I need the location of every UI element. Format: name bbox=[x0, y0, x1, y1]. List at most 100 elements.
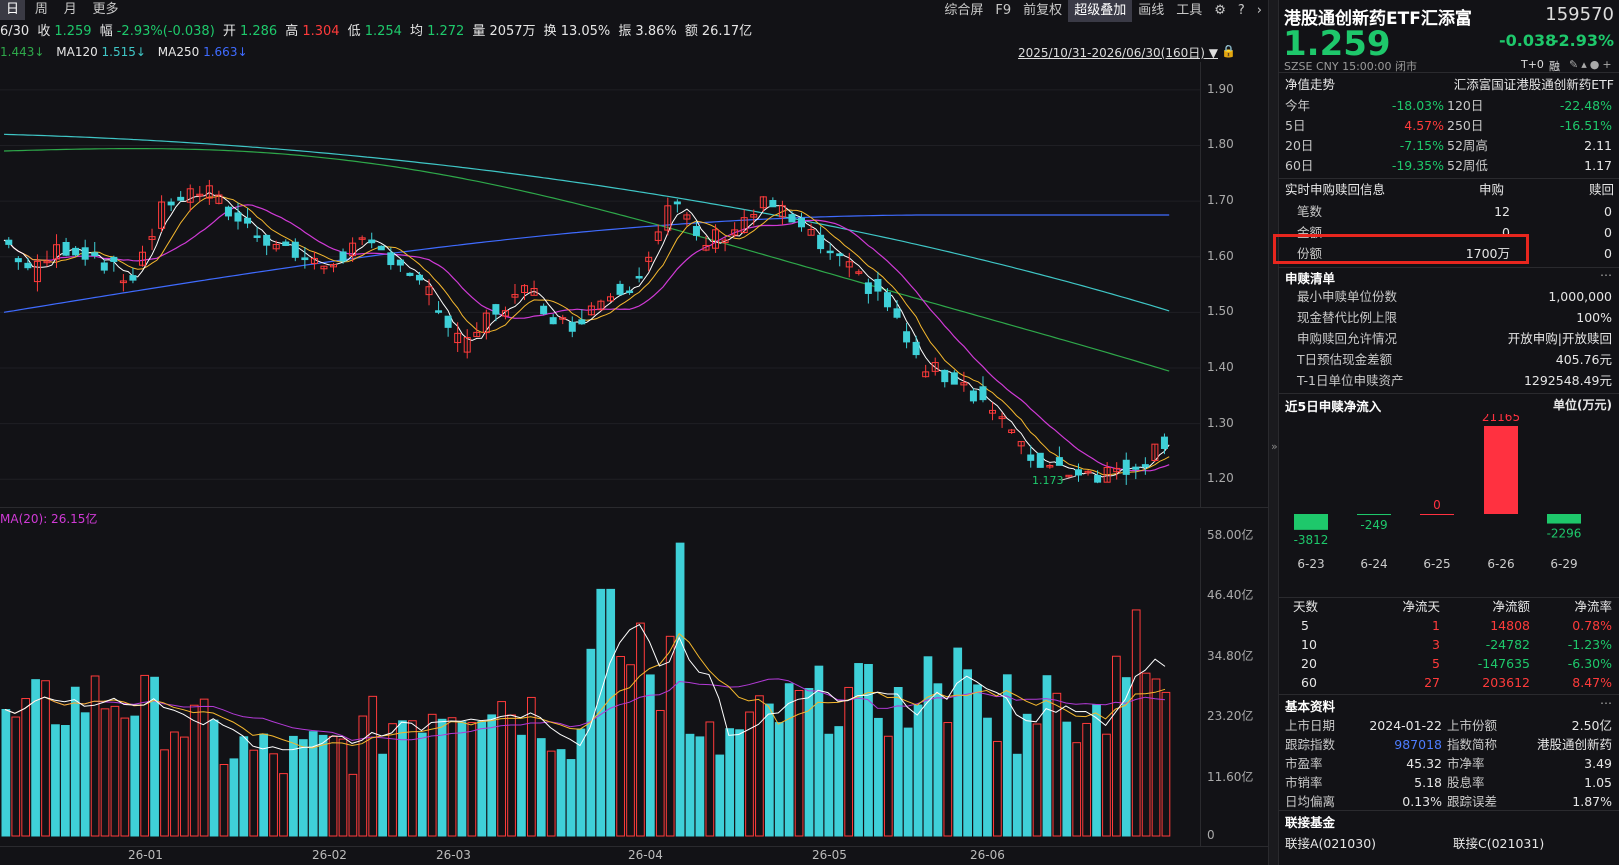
nav-period-value: 2.11 bbox=[1584, 138, 1612, 153]
flow-value-label: -249 bbox=[1360, 518, 1387, 532]
nav-period-value: -7.15% bbox=[1399, 138, 1444, 153]
ft-netrate: 8.47% bbox=[1572, 675, 1612, 690]
price-tick: 1.20 bbox=[1207, 471, 1234, 486]
basic-row: 跟踪指数 987018 指数简称 港股通创新药 bbox=[1279, 735, 1619, 754]
action-icons[interactable]: ✎▴●+ bbox=[1569, 58, 1615, 71]
draw-line-button[interactable]: 画线 bbox=[1138, 3, 1165, 18]
amp-value: 3.86% bbox=[635, 24, 677, 39]
more-icon[interactable]: ⋯ bbox=[1600, 268, 1612, 282]
flow-bar[interactable] bbox=[1294, 514, 1328, 530]
nav-index-name[interactable]: 汇添富国证港股通创新药ETF bbox=[1453, 77, 1614, 92]
fund-change: -0.038 bbox=[1499, 31, 1557, 50]
nav-period-label: 120日 bbox=[1447, 98, 1484, 113]
gear-icon[interactable]: ⚙ bbox=[1214, 3, 1226, 18]
nav-row: 今年 -18.03% 120日 -22.48% bbox=[1279, 95, 1619, 116]
ft-col-days: 天数 bbox=[1293, 599, 1319, 614]
lock-icon[interactable]: 🔒 bbox=[1221, 44, 1236, 58]
volume-axis: 58.00亿 46.40亿 34.80亿 23.20亿 11.60亿 0 bbox=[1200, 528, 1269, 846]
nav-period-label: 52周低 bbox=[1447, 158, 1488, 173]
realtime-header: 实时申购赎回信息 申购 赎回 bbox=[1279, 179, 1619, 200]
chevron-right-icon[interactable]: › bbox=[1256, 3, 1262, 18]
linked-a[interactable]: 联接A(021030) bbox=[1285, 836, 1377, 851]
flow-table-row: 10 3 -24782 -1.23% bbox=[1279, 635, 1619, 654]
vol-label: 量 bbox=[472, 24, 486, 39]
subscribe-label: 申购赎回允许情况 bbox=[1297, 331, 1398, 346]
basic-row: 市销率 5.18 股息率 1.05 bbox=[1279, 773, 1619, 792]
basic-label: 市盈率 bbox=[1285, 756, 1323, 771]
subscribe-label: T日预估现金差额 bbox=[1297, 352, 1393, 367]
flow-unit: 单位(万元) bbox=[1553, 398, 1612, 412]
flow-chart[interactable]: -3812 6-23 -249 6-24 0 6-25 21165 6-26 -2296 6-29 bbox=[1279, 414, 1619, 604]
subscribe-row: 最小申赎单位份数 1,000,000 bbox=[1279, 286, 1619, 307]
ma250-label: MA250 bbox=[157, 45, 200, 59]
vol-ma-label: MA(20): 26.15亿 bbox=[0, 512, 98, 526]
turnover-label: 换 bbox=[543, 24, 557, 39]
nav-period-label: 20日 bbox=[1285, 138, 1314, 153]
price-tick: 1.40 bbox=[1207, 359, 1234, 374]
nav-period-label: 60日 bbox=[1285, 158, 1314, 173]
linked-c[interactable]: 联接C(021031) bbox=[1453, 836, 1545, 851]
subscribe-label: 最小申赎单位份数 bbox=[1297, 289, 1398, 304]
nav-period-label: 5日 bbox=[1285, 118, 1306, 133]
flow-day-label: 6-29 bbox=[1550, 557, 1577, 571]
basic-value: 2024-01-22 bbox=[1369, 718, 1442, 733]
flow-bar[interactable] bbox=[1484, 426, 1518, 514]
flow-value-label: -2296 bbox=[1547, 527, 1582, 541]
date-range-selector[interactable]: 2025/10/31-2026/06/30(160日) ▼ bbox=[1018, 46, 1218, 60]
collapse-icon[interactable]: » bbox=[1271, 440, 1278, 453]
amount-value: 26.17亿 bbox=[701, 24, 753, 39]
flow-value-label: 0 bbox=[1433, 498, 1441, 512]
volume-tick: 0 bbox=[1207, 828, 1215, 842]
ma250-value: 1.663↓ bbox=[203, 45, 248, 59]
linked-title: 联接基金 bbox=[1285, 815, 1336, 830]
period-month-tab[interactable]: 月 bbox=[63, 2, 77, 17]
price-tick: 1.70 bbox=[1207, 193, 1234, 208]
subscribe-row: 现金替代比例上限 100% bbox=[1279, 307, 1619, 328]
ft-netrate: 0.78% bbox=[1572, 618, 1612, 633]
realtime-sell: 0 bbox=[1604, 246, 1612, 261]
nav-period-value: -16.51% bbox=[1559, 118, 1612, 133]
subscribe-value: 405.76元 bbox=[1555, 352, 1612, 367]
period-more-tab[interactable]: 更多 bbox=[92, 2, 119, 17]
ft-netrate: -1.23% bbox=[1567, 637, 1612, 652]
amount-label: 额 bbox=[684, 24, 698, 39]
nav-period-label: 52周高 bbox=[1447, 138, 1488, 153]
f9-button[interactable]: F9 bbox=[995, 3, 1012, 18]
month-tick: 26-05 bbox=[812, 848, 847, 862]
basic-value[interactable]: 987018 bbox=[1394, 737, 1442, 752]
realtime-buy: 0 bbox=[1502, 225, 1510, 240]
ft-netdays: 1 bbox=[1432, 618, 1440, 633]
ft-col-netrate: 净流率 bbox=[1574, 599, 1612, 614]
price-tick: 1.30 bbox=[1207, 415, 1234, 430]
price-tick: 1.90 bbox=[1207, 81, 1234, 96]
margin-badge: 融 bbox=[1549, 60, 1560, 73]
ft-col-netdays: 净流天 bbox=[1402, 599, 1440, 614]
subscribe-value: 1,000,000 bbox=[1548, 289, 1612, 304]
realtime-col-buy: 申购 bbox=[1479, 182, 1505, 197]
fund-info-panel: 港股通创新药ETF汇添富 159570 1.259 -0.038 -2.93% … bbox=[1273, 0, 1619, 865]
ft-netamt: 14808 bbox=[1490, 618, 1530, 633]
quote-line: 6/30 收 1.259 幅 -2.93%(-0.038) 开 1.286 高 1.30… bbox=[0, 22, 756, 42]
chart-panel: 日 周 月 更多 综合屏 F9 前复权 超级叠加 画线 工具 ⚙ ? › 6/3… bbox=[0, 0, 1269, 862]
super-overlay-button[interactable]: 超级叠加 bbox=[1068, 0, 1133, 22]
subscribe-row: 申购赎回允许情况 开放申购|开放赎回 bbox=[1279, 328, 1619, 349]
basic-label: 市净率 bbox=[1447, 756, 1485, 771]
forward-adjust-button[interactable]: 前复权 bbox=[1023, 3, 1063, 18]
realtime-label: 笔数 bbox=[1297, 204, 1323, 219]
panel-collapse-handle[interactable]: » bbox=[1268, 0, 1279, 865]
period-week-tab[interactable]: 周 bbox=[34, 2, 48, 17]
fund-price: 1.259 bbox=[1283, 24, 1391, 64]
tools-button[interactable]: 工具 bbox=[1176, 3, 1203, 18]
flow-bar[interactable] bbox=[1547, 514, 1581, 524]
help-icon[interactable]: ? bbox=[1237, 3, 1245, 18]
flow-bar[interactable] bbox=[1357, 514, 1391, 516]
composite-screen-button[interactable]: 综合屏 bbox=[944, 3, 984, 18]
basic-row: 市盈率 45.32 市净率 3.49 bbox=[1279, 754, 1619, 773]
period-day-tab[interactable]: 日 bbox=[0, 0, 26, 20]
flow-table-row: 20 5 -147635 -6.30% bbox=[1279, 654, 1619, 673]
more-icon[interactable]: ⋯ bbox=[1600, 696, 1612, 710]
volume-chart[interactable] bbox=[0, 528, 1200, 846]
chart-toolbar: 日 周 月 更多 综合屏 F9 前复权 超级叠加 画线 工具 ⚙ ? › bbox=[0, 0, 1268, 22]
flow-bar[interactable] bbox=[1420, 514, 1454, 515]
price-chart[interactable]: 1.173 bbox=[0, 62, 1200, 507]
